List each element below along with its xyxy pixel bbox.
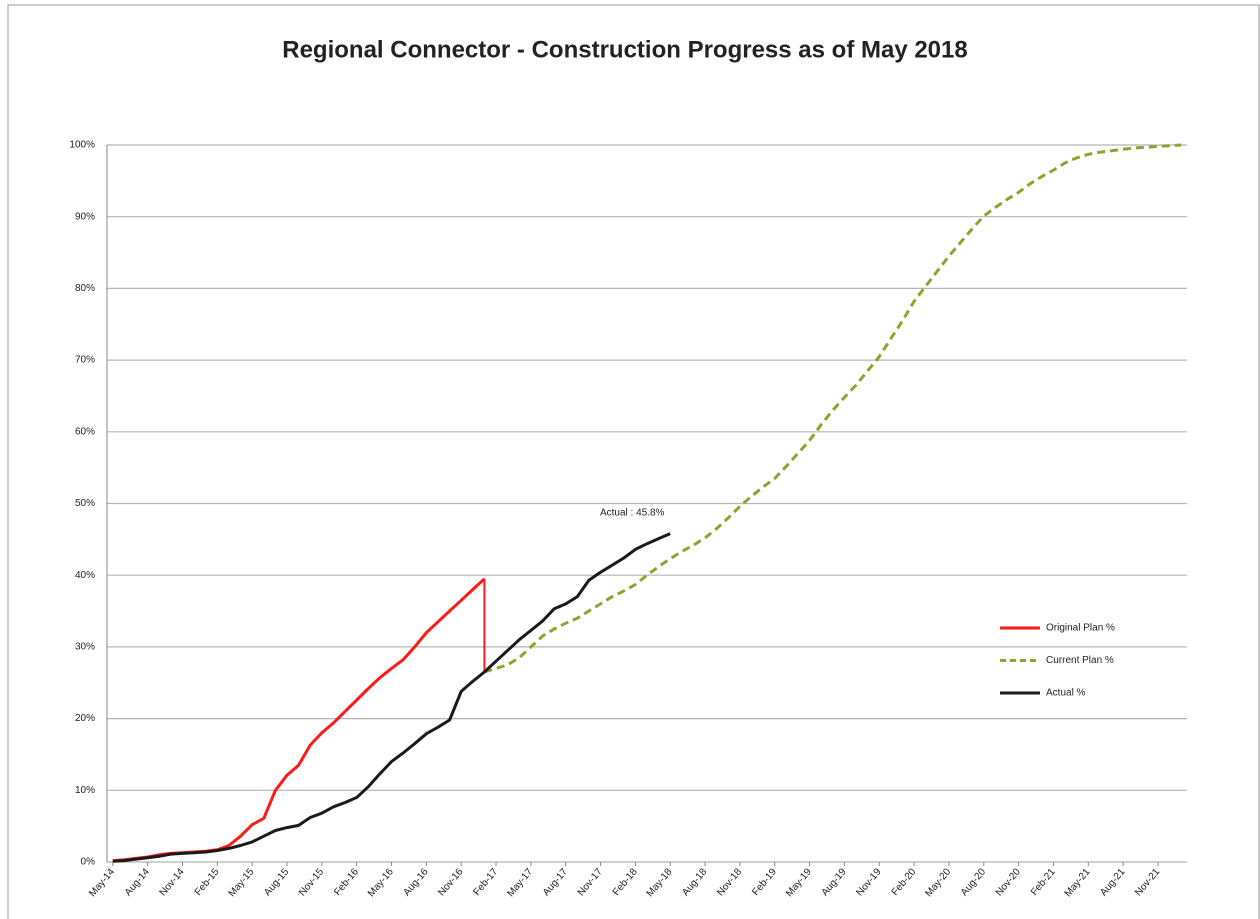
- legend-label: Actual %: [1046, 688, 1086, 699]
- legend-label: Original Plan %: [1046, 623, 1115, 634]
- chart-title: Regional Connector - Construction Progre…: [282, 36, 967, 63]
- y-tick-label: 0%: [81, 857, 96, 868]
- y-tick-label: 60%: [75, 426, 95, 437]
- legend-label: Current Plan %: [1046, 655, 1114, 666]
- annotation: Actual : 45.8%: [600, 507, 665, 518]
- y-tick-label: 80%: [75, 283, 95, 294]
- y-tick-label: 50%: [75, 498, 95, 509]
- series-line: [483, 143, 1182, 674]
- y-tick-label: 10%: [75, 785, 95, 796]
- y-tick-label: 40%: [75, 570, 95, 581]
- chart-frame: [7, 4, 1260, 919]
- y-tick-label: 20%: [75, 713, 95, 724]
- series-line: [112, 532, 671, 863]
- y-tick-label: 100%: [69, 140, 95, 151]
- y-tick-label: 90%: [75, 211, 95, 222]
- y-tick-label: 30%: [75, 642, 95, 653]
- y-tick-label: 70%: [75, 355, 95, 366]
